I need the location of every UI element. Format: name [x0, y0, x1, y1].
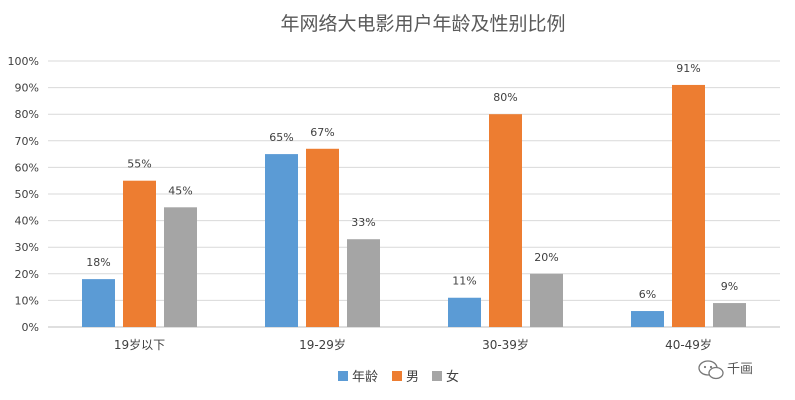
y-tick-label: 60% — [15, 161, 39, 174]
bar — [347, 239, 380, 327]
data-label: 67% — [310, 126, 334, 139]
legend: 年龄 男 女 — [338, 369, 459, 385]
bar — [306, 148, 339, 327]
legend-swatch — [392, 371, 402, 381]
x-category-label: 19-29岁 — [299, 337, 346, 352]
bar — [713, 303, 746, 327]
grid-lines — [48, 60, 780, 328]
bar — [82, 279, 115, 327]
x-category-label: 30-39岁 — [482, 337, 529, 352]
bar — [164, 207, 197, 327]
y-tick-label: 50% — [15, 188, 39, 201]
bar — [489, 114, 522, 327]
x-category-label: 19岁以下 — [114, 337, 165, 352]
data-label: 11% — [452, 275, 476, 288]
y-tick-label: 40% — [15, 215, 39, 228]
bar — [448, 297, 481, 327]
data-label: 20% — [534, 251, 558, 264]
y-axis-ticks: 0% 10% 20% 30% 40% 50% 60% 70% 80% 90% 100% — [8, 55, 39, 334]
y-tick-label: 30% — [15, 241, 39, 254]
wechat-icon — [698, 360, 724, 380]
x-category-label: 40-49岁 — [665, 337, 712, 352]
bars — [82, 84, 746, 327]
data-label: 33% — [351, 216, 375, 229]
y-tick-label: 90% — [15, 82, 39, 95]
data-label: 65% — [269, 131, 293, 144]
chart-title: 年网络大电影用户年龄及性别比例 — [280, 13, 565, 35]
y-tick-label: 10% — [15, 294, 39, 307]
watermark: 千画 — [698, 360, 753, 380]
y-tick-label: 70% — [15, 135, 39, 148]
data-label: 45% — [168, 184, 192, 197]
data-label: 80% — [493, 91, 517, 104]
data-labels: 18% 55% 45% 65% 67% 33% 11% 80% 20% 6% 91% 9% — [86, 62, 738, 301]
legend-swatch — [432, 371, 442, 381]
data-label: 18% — [86, 256, 110, 269]
y-tick-label: 80% — [15, 108, 39, 121]
data-label: 55% — [127, 158, 151, 171]
y-tick-label: 20% — [15, 268, 39, 281]
y-tick-label: 0% — [22, 321, 39, 334]
bar — [631, 311, 664, 327]
watermark-text: 千画 — [727, 362, 753, 377]
bar — [672, 84, 705, 327]
data-label: 6% — [639, 288, 656, 301]
y-tick-label: 100% — [8, 55, 39, 68]
bar — [123, 180, 156, 327]
legend-label: 年龄 — [352, 370, 378, 385]
legend-swatch — [338, 371, 348, 381]
x-axis-categories: 19岁以下 19-29岁 30-39岁 40-49岁 — [114, 337, 712, 352]
legend-label: 男 — [406, 370, 419, 385]
bar — [530, 273, 563, 327]
legend-label: 女 — [446, 369, 459, 385]
data-label: 91% — [676, 62, 700, 75]
bar — [265, 154, 298, 327]
data-label: 9% — [721, 280, 738, 293]
